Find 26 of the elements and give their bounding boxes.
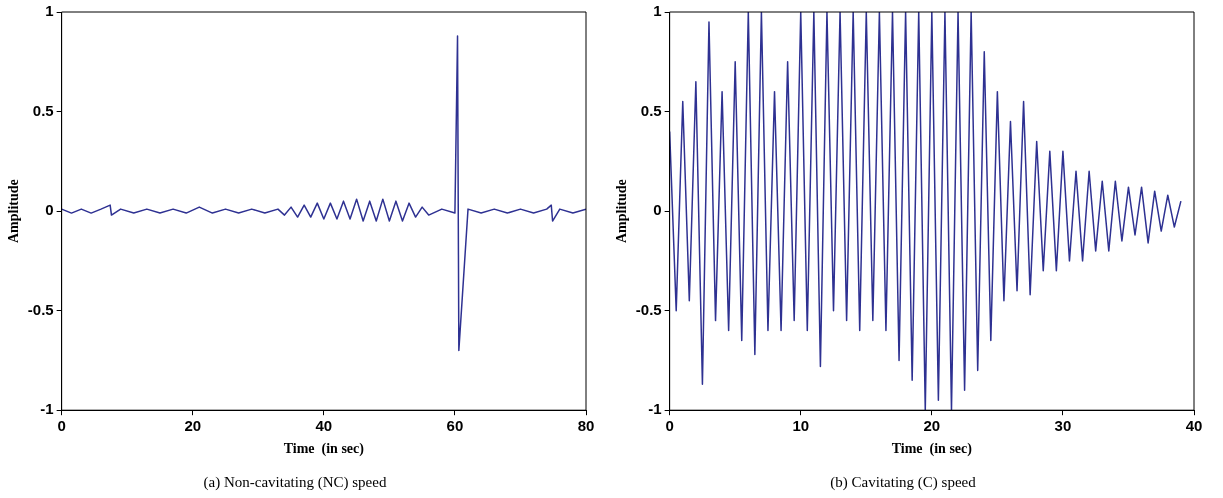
- x-tick-label: 40: [1185, 417, 1203, 435]
- text: (b) Cavitating (C) speed: [830, 473, 977, 491]
- y-tick-label: 1: [45, 2, 54, 20]
- y-tick-label: 0: [45, 201, 54, 219]
- y-tick-label: 0: [653, 201, 662, 219]
- x-tick-label: 0: [57, 417, 66, 435]
- y-tick-label: 0.5: [640, 101, 662, 119]
- y-axis-title: Amplitude: [6, 179, 22, 243]
- x-axis-title: Time (in sec): [283, 441, 365, 458]
- x-axis-title: Time (in sec): [891, 441, 973, 458]
- y-tick-label: -0.5: [27, 300, 54, 318]
- text: (a) Non-cavitating (NC) speed: [203, 473, 387, 491]
- x-tick-label: 30: [1054, 417, 1072, 435]
- x-tick-label: 40: [315, 417, 333, 435]
- y-tick-label: 0.5: [32, 101, 54, 119]
- x-tick-label: 0: [665, 417, 674, 435]
- y-tick-label: -0.5: [635, 300, 662, 318]
- x-tick-label: 10: [792, 417, 810, 435]
- x-tick-label: 80: [577, 417, 595, 435]
- x-tick-label: 20: [184, 417, 202, 435]
- y-tick-label: -1: [40, 400, 54, 418]
- y-axis-title: Amplitude: [614, 179, 630, 243]
- x-tick-label: 20: [923, 417, 941, 435]
- x-tick-label: 60: [446, 417, 464, 435]
- y-tick-label: -1: [648, 400, 662, 418]
- y-tick-label: 1: [653, 2, 662, 20]
